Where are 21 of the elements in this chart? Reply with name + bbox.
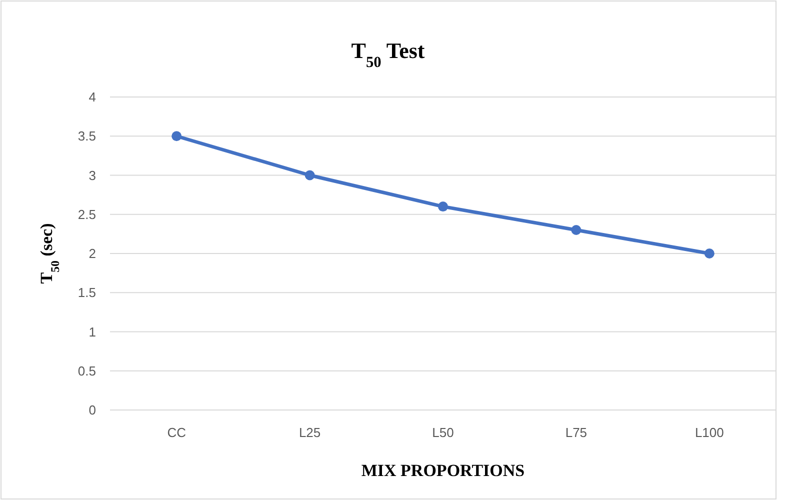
y-tick-label: 0.5 bbox=[78, 363, 96, 378]
point bbox=[172, 131, 182, 142]
y-tick-label: 2.5 bbox=[78, 206, 96, 222]
x-tick-label: L75 bbox=[565, 425, 588, 440]
point bbox=[304, 170, 315, 180]
point bbox=[704, 248, 714, 258]
y-tick-label: 3 bbox=[88, 168, 96, 183]
point bbox=[438, 202, 448, 212]
y-tick-label: 1 bbox=[88, 324, 96, 340]
y-tick-label: 2 bbox=[88, 246, 96, 262]
x-tick-label: CC bbox=[167, 425, 186, 440]
y-tick-label: 1.5 bbox=[78, 285, 96, 300]
x-tick-label: L50 bbox=[432, 425, 454, 440]
x-tick-label: L100 bbox=[694, 425, 724, 440]
x-tick-label: L25 bbox=[298, 425, 321, 440]
point bbox=[571, 225, 582, 236]
y-tick-label: 4 bbox=[88, 90, 96, 105]
chart-title: T$_{50}$ Test bbox=[351, 38, 426, 70]
y-tick-label: 3.5 bbox=[78, 128, 96, 144]
x-axis-title: MIX PROPORTIONS bbox=[361, 461, 525, 480]
y-tick-label: 0 bbox=[88, 402, 96, 418]
